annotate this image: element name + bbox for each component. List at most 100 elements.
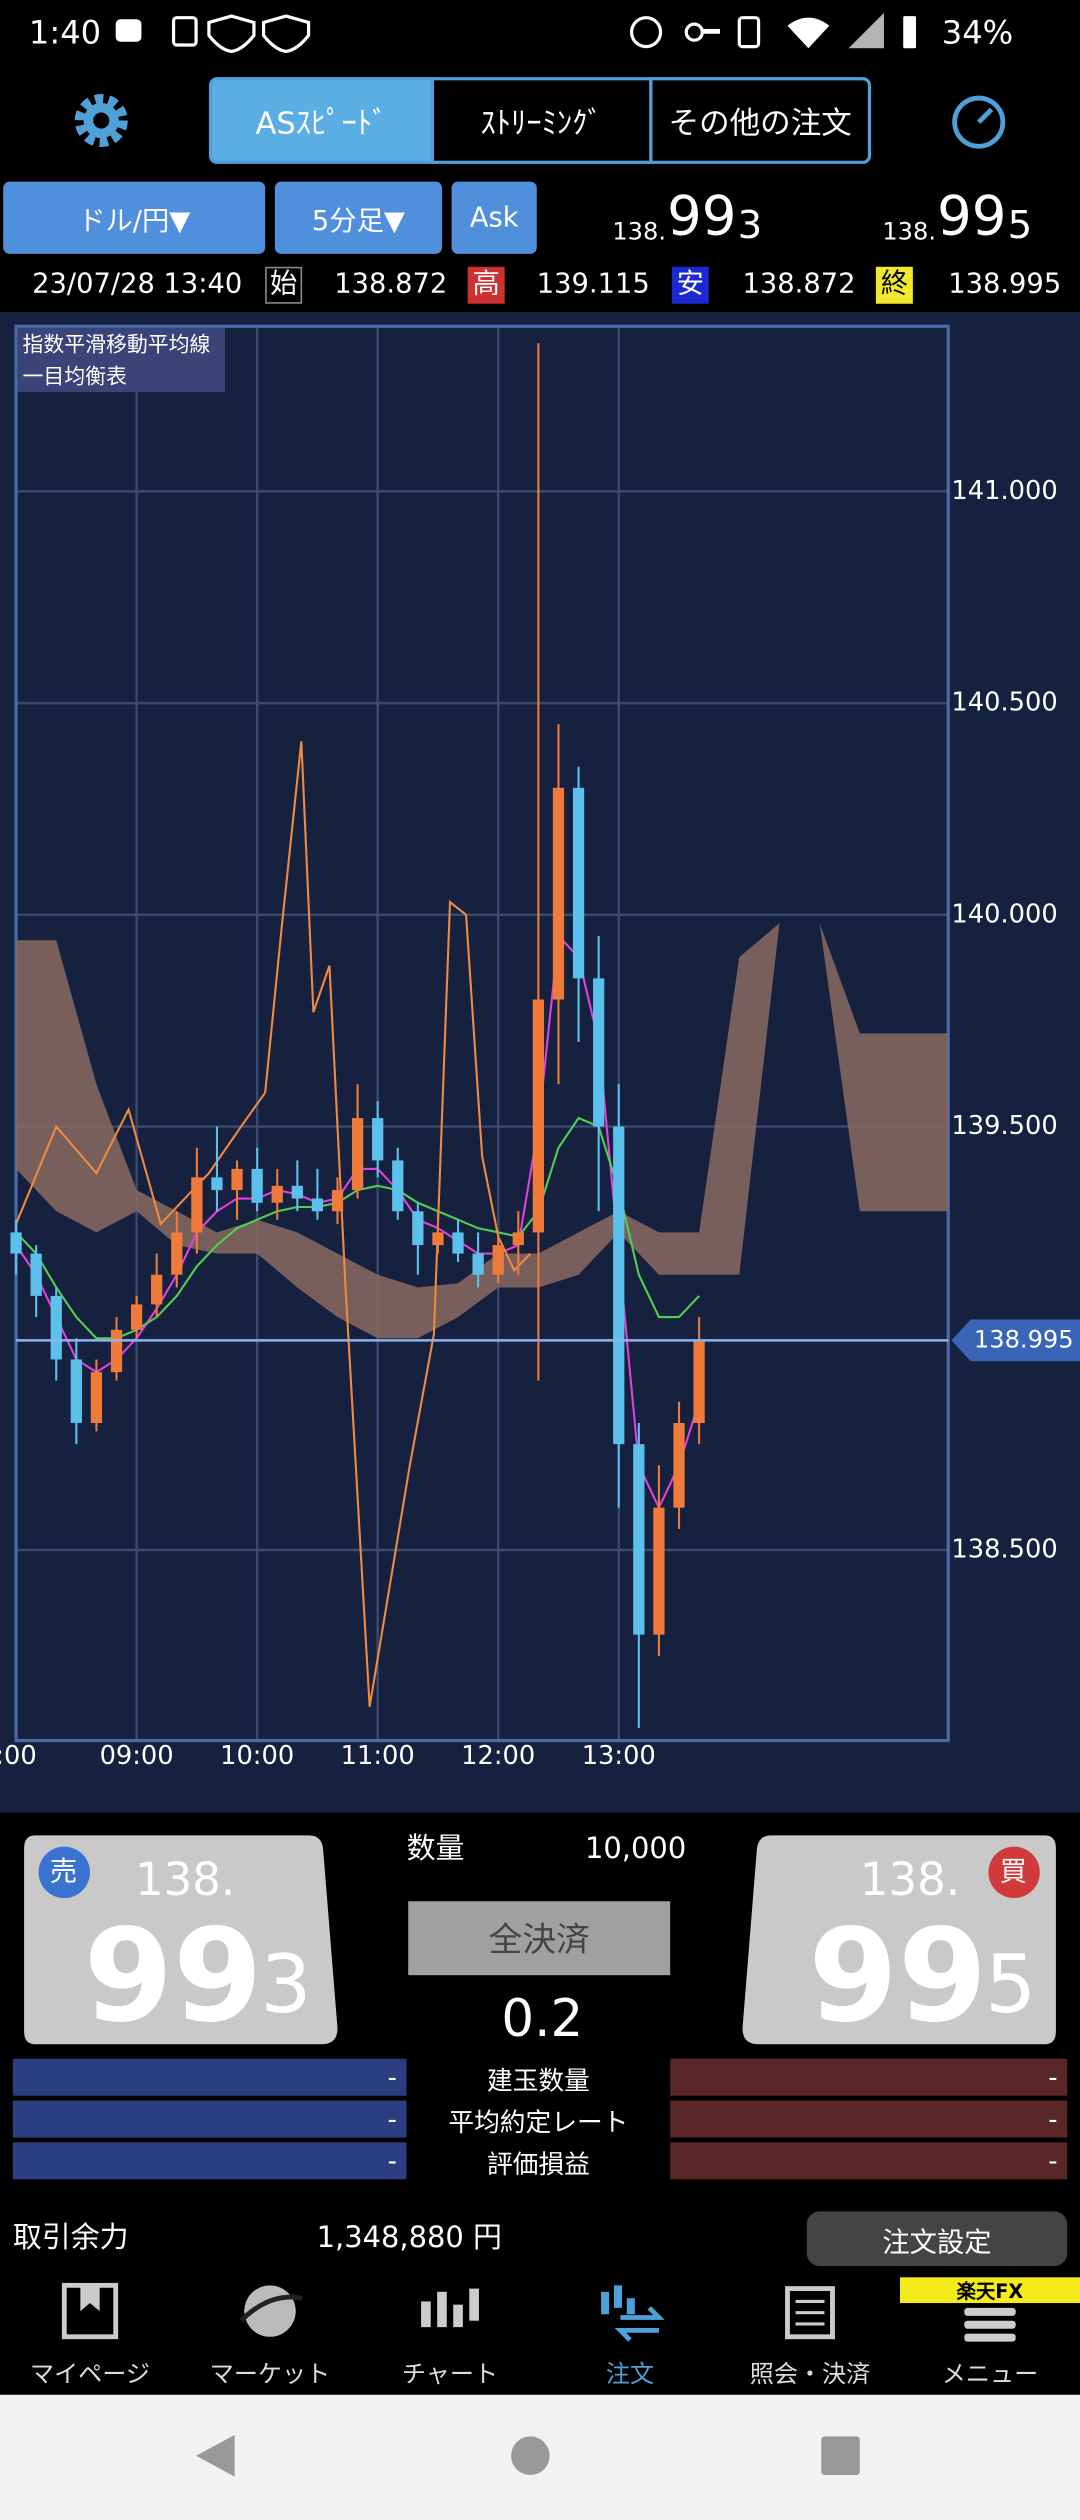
- recents-button[interactable]: [821, 2436, 860, 2475]
- margin-value: 1,348,880 円: [316, 2221, 502, 2255]
- tab-streaming[interactable]: ｽﾄﾘｰﾐﾝｸﾞ: [430, 77, 653, 164]
- open-value: 138.872: [334, 268, 448, 301]
- x-tick-label: 13:00: [582, 1741, 656, 1771]
- position-row-value: -: [12, 2100, 407, 2138]
- candle-body: [412, 1211, 424, 1246]
- candle-body: [653, 1507, 665, 1635]
- low-label: 安: [671, 266, 709, 304]
- candle-body: [70, 1359, 82, 1423]
- battery-level: 34%: [941, 12, 1014, 52]
- speed-icon[interactable]: [948, 92, 1009, 153]
- sell-fraction: 3: [260, 1938, 312, 2032]
- candle-body: [151, 1274, 163, 1305]
- candle-body: [673, 1422, 685, 1508]
- position-row-value: -: [670, 2058, 1068, 2096]
- candle-body: [693, 1340, 705, 1423]
- order-cards: [24, 1835, 1056, 2045]
- candle-body: [291, 1185, 303, 1199]
- candle-body: [552, 787, 565, 1000]
- candle-body: [311, 1198, 324, 1212]
- sell-pips: 99: [83, 1901, 263, 2051]
- nav-market[interactable]: マーケット: [209, 2359, 331, 2389]
- margin-label: 取引余力: [12, 2221, 129, 2255]
- tab-other-orders[interactable]: その他の注文: [649, 77, 872, 164]
- nav-menu[interactable]: メニュー: [941, 2359, 1039, 2389]
- nav-mypage[interactable]: マイページ: [29, 2359, 151, 2389]
- x-tick-label: 10:00: [220, 1741, 294, 1771]
- position-row-label: 建玉数量: [406, 2058, 671, 2096]
- candle-body: [30, 1253, 42, 1296]
- quantity-value[interactable]: 10,000: [585, 1832, 687, 1866]
- ask-pips: 99: [936, 184, 1007, 250]
- buy-pips: 99: [808, 1901, 988, 2051]
- candle-body: [191, 1177, 203, 1233]
- ichimoku-cloud: [16, 923, 949, 1339]
- candle-body: [50, 1295, 62, 1360]
- candle-body: [251, 1168, 263, 1203]
- candle-body: [452, 1232, 464, 1254]
- candle-body: [392, 1160, 404, 1212]
- back-button[interactable]: [196, 2434, 235, 2477]
- pair-select[interactable]: ドル/円▼: [3, 181, 266, 254]
- bid-pips: 99: [666, 184, 737, 250]
- position-row-value: -: [12, 2142, 407, 2180]
- position-row-value: -: [670, 2142, 1068, 2180]
- nav-order[interactable]: 注文: [605, 2359, 655, 2389]
- status-icons: [115, 14, 311, 54]
- y-tick-label: 138.500: [951, 1534, 1057, 1564]
- ask-toggle[interactable]: Ask: [451, 181, 537, 254]
- candle-body: [10, 1232, 22, 1254]
- system-nav: [0, 2394, 1080, 2520]
- nav-icons: [61, 2282, 1016, 2342]
- open-label: 始: [265, 266, 303, 304]
- quantity-label: 数量: [406, 1832, 465, 1866]
- nav-inquiry[interactable]: 照会・決済: [749, 2359, 871, 2389]
- ask-fraction: 5: [1007, 202, 1033, 248]
- ask-prefix: 138.: [882, 216, 937, 246]
- candle-body: [613, 1126, 625, 1445]
- close-all-button[interactable]: 全決済: [408, 1901, 671, 1976]
- candle-body: [90, 1372, 103, 1423]
- system-icons: [629, 12, 917, 49]
- candle-body: [512, 1232, 524, 1246]
- buy-fraction: 5: [985, 1938, 1037, 2032]
- buy-card[interactable]: [742, 1835, 1056, 2045]
- candle-body: [331, 1190, 344, 1212]
- tab-as-speed[interactable]: ASｽﾋﾟｰﾄﾞ: [208, 77, 434, 164]
- spread: 0.2: [501, 1988, 584, 2050]
- sell-card[interactable]: [24, 1835, 338, 2045]
- buy-prefix: 138.: [859, 1853, 961, 1907]
- high-value: 139.115: [536, 268, 650, 301]
- status-time: 1:40: [28, 12, 102, 52]
- candle-body: [593, 978, 605, 1127]
- candle-body: [351, 1118, 364, 1191]
- timeframe-select[interactable]: 5分足▼: [274, 181, 442, 254]
- position-row-label: 平均約定レート: [406, 2100, 671, 2138]
- indicator-line: [15, 741, 532, 1707]
- order-settings-button[interactable]: 注文設定: [806, 2211, 1068, 2267]
- y-tick-label: 139.500: [951, 1111, 1057, 1141]
- position-row-value: -: [670, 2100, 1068, 2138]
- candle-body: [211, 1177, 223, 1191]
- current-price-tag: [951, 1319, 1080, 1362]
- candle-body: [572, 787, 585, 979]
- candle-body: [110, 1329, 123, 1373]
- sell-label: 売: [49, 1856, 78, 1889]
- y-tick-label: 140.500: [951, 688, 1057, 718]
- ohlc-date: 23/07/28 13:40: [32, 268, 243, 301]
- candle-body: [130, 1304, 143, 1330]
- sell-prefix: 138.: [135, 1853, 236, 1907]
- x-tick-label: 09:00: [100, 1741, 174, 1771]
- current-price-label: 138.995: [974, 1325, 1074, 1353]
- nav-chart[interactable]: チャート: [401, 2359, 499, 2389]
- candle-body: [171, 1232, 183, 1275]
- home-button[interactable]: [511, 2436, 550, 2475]
- position-row-value: -: [12, 2058, 407, 2096]
- settings-icon[interactable]: [71, 90, 132, 151]
- position-row-label: 評価損益: [406, 2142, 671, 2180]
- candle-body: [372, 1118, 384, 1161]
- price-chart: 141.000 140.500 140.000 139.500 138.500:00 09…: [0, 311, 1080, 1813]
- bid-fraction: 3: [737, 202, 763, 248]
- bid-prefix: 138.: [612, 216, 667, 246]
